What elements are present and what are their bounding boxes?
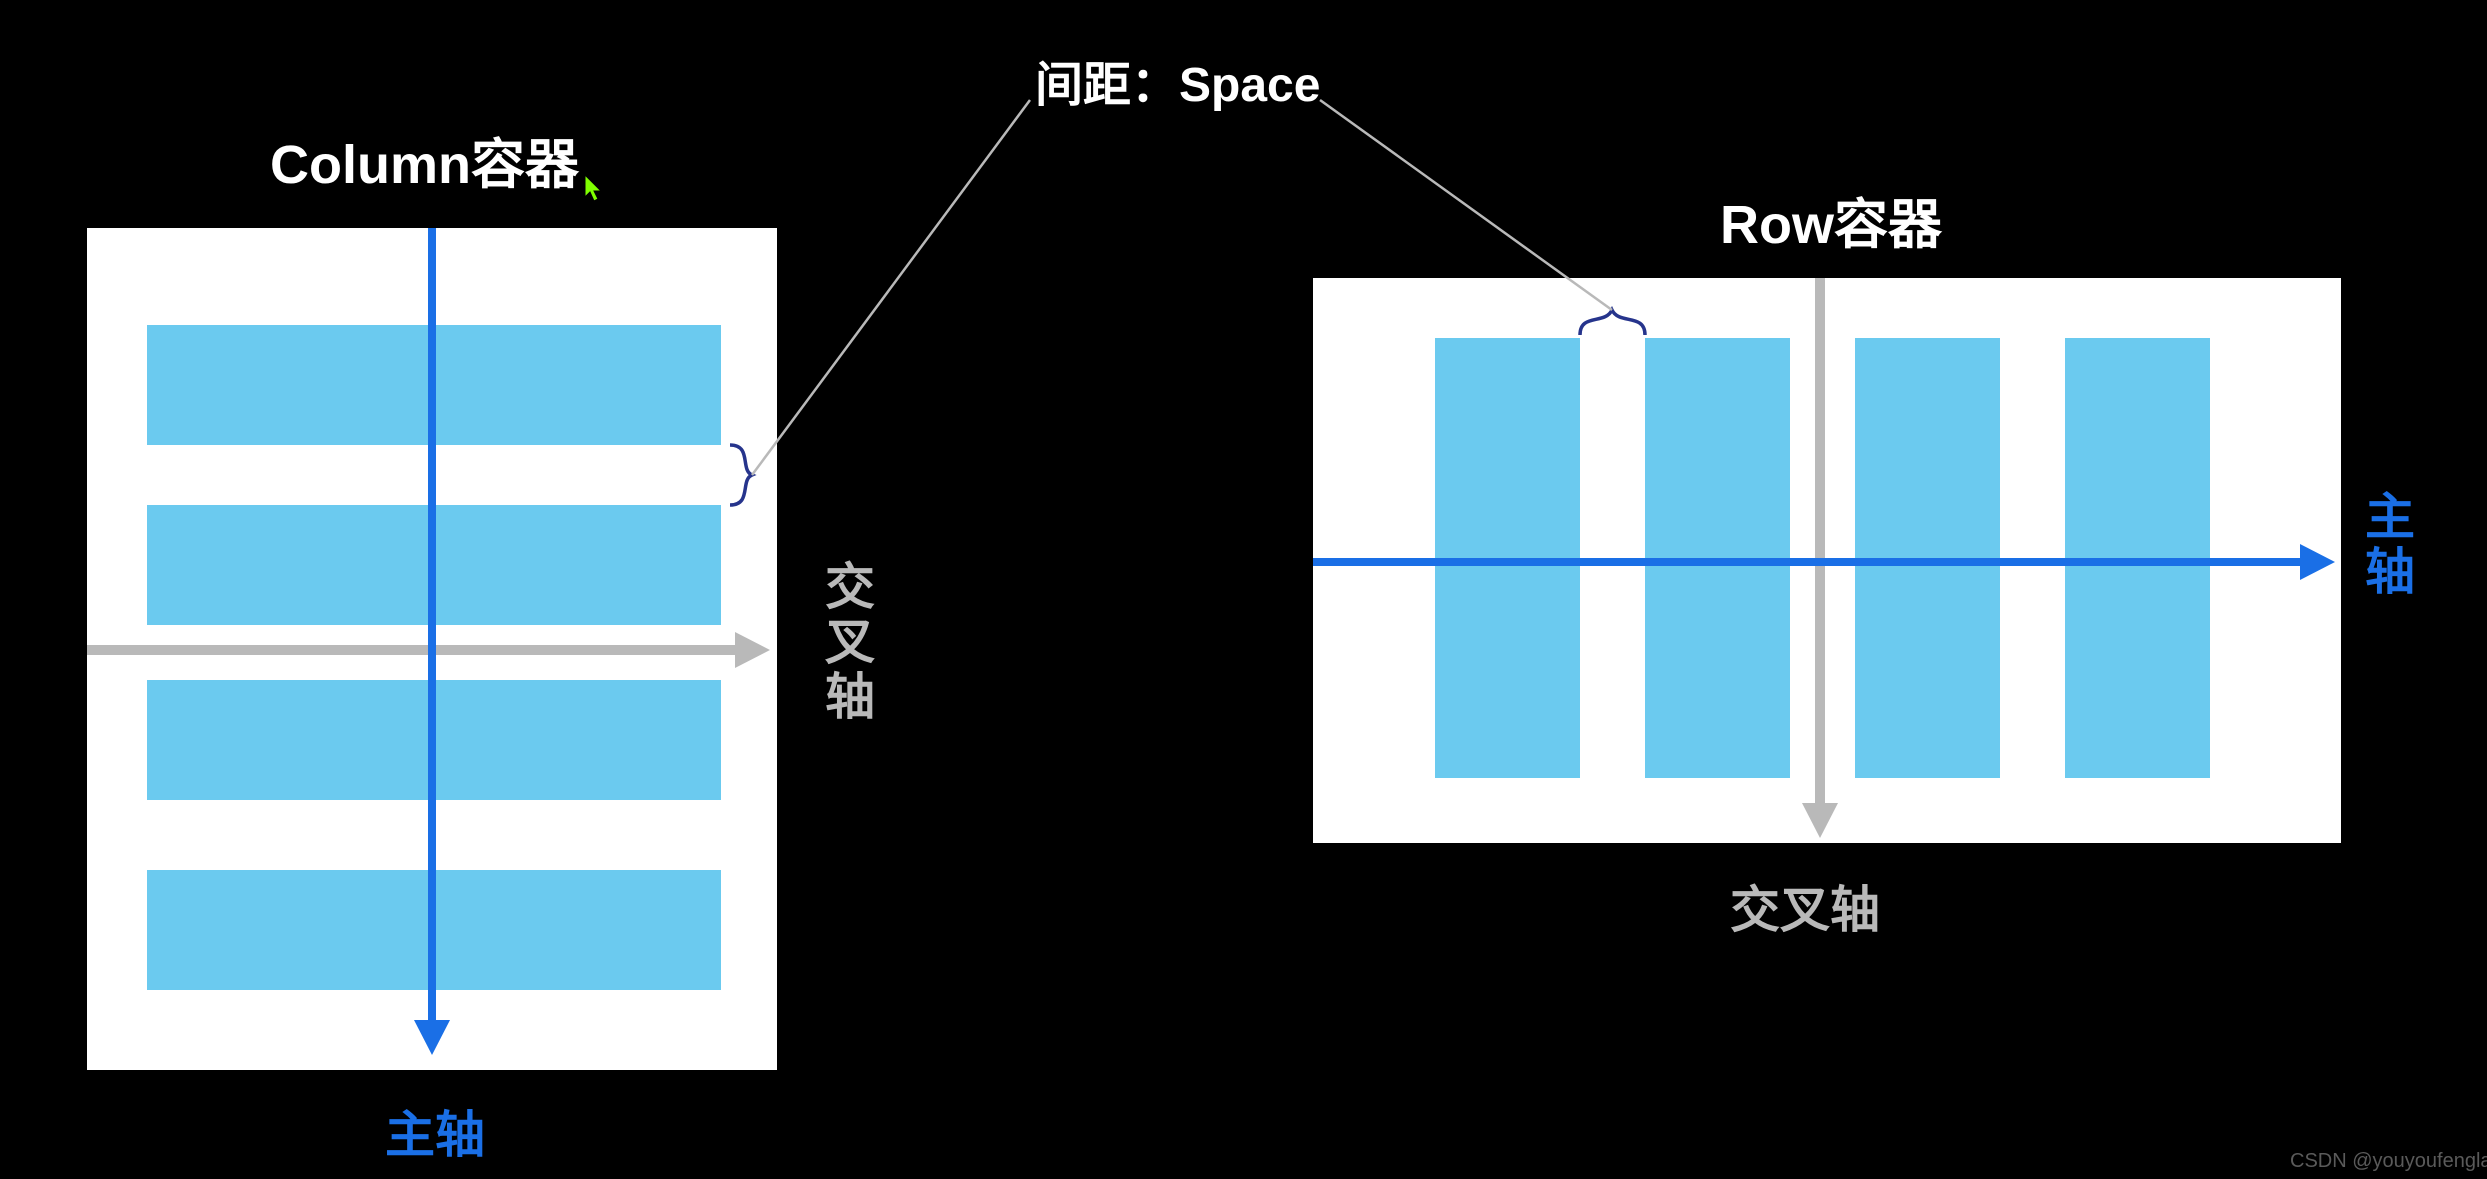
row-space-connector	[1320, 100, 1612, 310]
row-main-char: 主	[2365, 490, 2415, 545]
space-label: 间距：Space	[1035, 45, 1320, 115]
row-cross-axis-label: 交叉轴	[1730, 870, 1880, 942]
column-space-connector	[752, 100, 1030, 475]
row-container	[1313, 278, 2341, 843]
row-item	[2065, 338, 2210, 778]
col-cross-char: 轴	[825, 670, 875, 725]
row-title: Row容器	[1720, 180, 1942, 259]
diagram-stage: 间距：Space Column容器 Row容器 主轴 交 叉 轴 主 轴 交叉轴…	[0, 0, 2487, 1179]
row-main-axis-arrow-icon	[2300, 544, 2335, 580]
row-cross-axis-arrow-icon	[1802, 803, 1838, 838]
column-cross-axis-arrow-icon	[735, 632, 770, 668]
row-item	[1435, 338, 1580, 778]
column-cross-axis-label: 交 叉 轴	[825, 560, 875, 725]
column-title: Column容器	[270, 120, 579, 199]
column-item	[147, 505, 721, 625]
col-cross-char: 交	[825, 560, 875, 615]
column-item	[147, 870, 721, 990]
row-item	[1645, 338, 1790, 778]
column-container	[87, 228, 777, 1070]
cursor-icon	[585, 175, 601, 201]
row-space-brace-icon	[1580, 310, 1645, 335]
column-space-brace-icon	[730, 445, 752, 505]
row-main-axis-label: 主 轴	[2365, 490, 2415, 600]
column-item	[147, 680, 721, 800]
row-main-char: 轴	[2365, 545, 2415, 600]
row-item	[1855, 338, 2000, 778]
column-main-axis-label: 主轴	[385, 1095, 485, 1167]
column-main-axis-arrow-icon	[414, 1020, 450, 1055]
col-cross-char: 叉	[825, 615, 875, 670]
watermark: CSDN @youyoufenglai	[2290, 1150, 2487, 1173]
column-item	[147, 325, 721, 445]
